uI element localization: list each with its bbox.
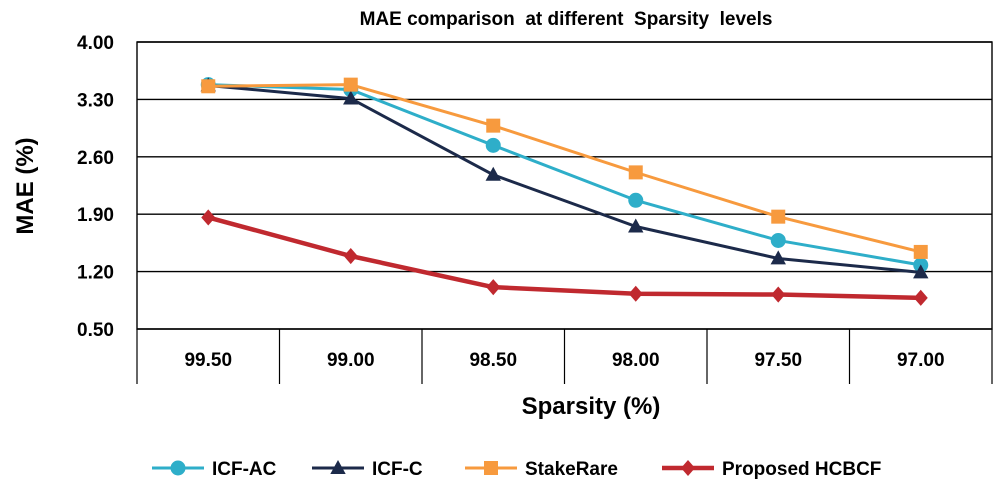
y-tick-label: 1.90 [77,205,114,226]
chart-title: MAE comparison at different Sparsity lev… [360,9,773,30]
data-point [770,232,786,248]
series-line [207,215,921,301]
series-line [208,83,922,254]
legend-label: ICF-C [372,459,423,480]
data-point [913,244,928,259]
legend-marker [170,460,186,476]
series-group [200,77,929,306]
data-point [343,77,358,92]
data-point [486,118,501,133]
data-point [770,250,786,265]
legend-item: ICF-C [312,459,423,480]
legend-item: Proposed HCBCF [662,459,881,480]
x-tick-label: 98.50 [469,350,517,371]
y-axis-label: MAE (%) [12,137,39,234]
x-axis-label: Sparsity (%) [522,393,661,420]
series-stakerare [201,77,928,259]
data-point [485,166,501,181]
legend-marker [330,459,346,474]
series-line [208,83,921,274]
y-tick-labels: 4.00 3.30 2.60 1.90 1.20 0.50 [77,33,114,341]
x-tick-label: 97.50 [754,350,802,371]
series-line [208,83,922,267]
legend-label: Proposed HCBCF [722,459,881,480]
data-point [913,264,929,279]
legend-label: ICF-AC [212,459,277,480]
y-tick-label: 0.50 [77,320,114,341]
data-point [628,218,644,233]
data-point [771,286,786,303]
legend-marker [484,461,498,475]
x-category-dividers [136,329,993,384]
data-point [343,247,358,265]
y-tick-label: 3.30 [77,90,114,111]
legend-label: StakeRare [525,459,618,480]
legend-item: StakeRare [465,459,618,480]
data-point [486,279,501,296]
data-point [628,285,643,302]
series-proposed-hcbcf [201,209,928,306]
legend-marker [681,459,695,477]
data-point [343,90,359,105]
legend-item: ICF-AC [152,459,277,480]
data-point [201,209,216,226]
data-point [201,79,216,94]
legend: ICF-AC ICF-C StakeRare Proposed HCBCF [152,459,881,480]
data-point [913,289,928,306]
x-tick-label: 97.00 [897,350,945,371]
x-tick-label: 98.00 [612,350,660,371]
y-tick-label: 4.00 [77,33,114,54]
data-point [771,209,786,224]
x-tick-label: 99.50 [184,350,232,371]
data-point [485,137,501,153]
data-point [628,165,643,180]
y-tick-label: 1.20 [77,263,114,284]
data-point [628,192,644,208]
y-tick-label: 2.60 [77,148,114,169]
x-tick-label: 99.00 [327,350,375,371]
x-tick-labels: 99.50 99.00 98.50 98.00 97.50 97.00 [184,350,944,371]
